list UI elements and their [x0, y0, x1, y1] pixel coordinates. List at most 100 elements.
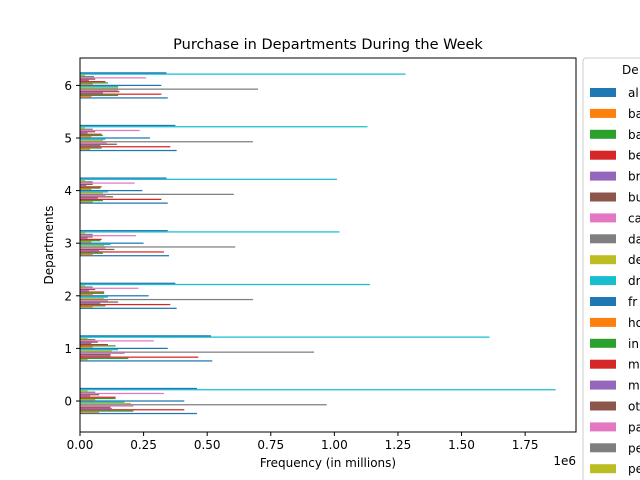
legend-swatch	[590, 171, 616, 181]
bar	[80, 337, 88, 339]
x-tick-label: 0.25	[130, 438, 157, 452]
y-axis-label: Departments	[42, 206, 56, 285]
bar	[80, 389, 556, 391]
bar	[80, 79, 89, 82]
bar	[80, 346, 93, 348]
legend-swatch	[590, 234, 616, 244]
legend-label: pa	[628, 420, 640, 434]
bar	[80, 201, 93, 203]
bar	[80, 196, 114, 198]
bar	[80, 405, 134, 407]
x-tick-label: 1.75	[512, 438, 539, 452]
bar	[80, 295, 149, 297]
bar	[80, 189, 143, 192]
bar	[80, 141, 253, 143]
bar	[80, 306, 93, 308]
bar	[80, 395, 91, 397]
bar	[80, 336, 490, 338]
legend-label: m	[628, 358, 640, 372]
legend-swatch	[590, 108, 616, 118]
bar	[80, 236, 93, 238]
bar	[80, 72, 167, 74]
bar	[80, 251, 164, 253]
bar	[80, 341, 98, 343]
legend-label: m	[628, 379, 640, 393]
bar	[80, 401, 125, 403]
bar	[80, 231, 340, 233]
legend-label: be	[628, 149, 640, 163]
bar	[80, 149, 177, 152]
legend-swatch	[590, 401, 616, 411]
bar	[80, 286, 93, 288]
bar	[80, 298, 253, 301]
x-tick-label: 0.50	[194, 438, 221, 452]
bar	[80, 404, 327, 406]
legend-label: da	[628, 232, 640, 246]
bar	[80, 344, 108, 346]
bar	[80, 412, 198, 415]
bar	[80, 340, 154, 342]
bar	[80, 303, 171, 306]
bar	[80, 407, 112, 410]
legend-label: dr	[628, 274, 640, 288]
legend-swatch	[590, 150, 616, 160]
bar	[80, 233, 93, 236]
bar	[80, 396, 116, 398]
bar	[80, 187, 101, 189]
bar	[80, 360, 213, 362]
bar	[80, 305, 106, 307]
bar	[80, 96, 92, 98]
bar	[80, 243, 111, 246]
bar	[80, 245, 105, 247]
bar	[80, 83, 93, 85]
bar	[80, 91, 120, 93]
bar	[80, 246, 236, 248]
bar	[80, 92, 103, 94]
bar	[80, 126, 368, 128]
legend-label: bu	[628, 191, 640, 205]
y-tick-label: 4	[64, 184, 72, 198]
bar	[80, 191, 108, 193]
legend-swatch	[590, 129, 616, 139]
bar	[80, 335, 211, 337]
legend-swatch	[590, 297, 616, 306]
legend-label: ba	[628, 128, 640, 142]
bar	[80, 198, 162, 200]
bar	[80, 138, 106, 140]
bar	[80, 179, 86, 182]
bar	[80, 232, 86, 234]
legend-label: ot	[628, 400, 640, 414]
x-tick-label: 0.75	[257, 438, 284, 452]
bar	[80, 97, 168, 99]
bar	[80, 238, 102, 241]
bar	[80, 81, 106, 83]
bar	[80, 345, 116, 347]
bar	[80, 188, 92, 190]
bar	[80, 177, 167, 179]
bar	[80, 143, 117, 145]
bar	[80, 253, 93, 256]
bar	[80, 242, 144, 244]
bar	[80, 400, 185, 402]
bar	[80, 193, 234, 195]
legend-title: De	[622, 63, 639, 77]
x-axis: 0.00 0.25 0.50 0.75 1.00 1.25 1.50 1.75	[67, 432, 539, 452]
bar	[80, 186, 102, 188]
bar	[80, 293, 93, 296]
legend-label: ba	[628, 107, 640, 121]
bar	[80, 194, 106, 197]
bar	[80, 197, 98, 199]
bar	[80, 181, 93, 183]
bar	[80, 77, 147, 79]
legend-swatch	[590, 192, 616, 202]
bar	[80, 410, 134, 412]
legend-swatch	[590, 276, 616, 286]
bar	[80, 302, 101, 304]
legend-label: pe	[628, 462, 640, 476]
bar	[80, 397, 116, 400]
legend: De al ba ba be br bu ca da de dr fr ho in mm ot pa pe pe	[582, 57, 640, 480]
bar	[80, 87, 119, 89]
bar	[80, 342, 92, 345]
legend-label: de	[628, 253, 640, 267]
legend-label: in	[628, 337, 639, 351]
